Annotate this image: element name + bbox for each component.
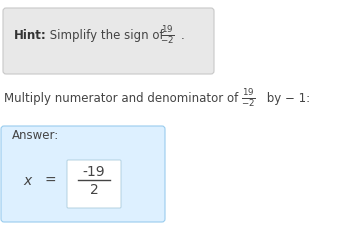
Text: $x$: $x$ xyxy=(23,173,33,187)
Text: $\frac{19}{-2}$: $\frac{19}{-2}$ xyxy=(160,24,175,46)
Text: 2: 2 xyxy=(90,182,98,196)
Text: Hint:: Hint: xyxy=(14,29,47,42)
Text: by − 1:: by − 1: xyxy=(263,92,310,105)
FancyBboxPatch shape xyxy=(67,160,121,208)
Text: $\frac{19}{-2}$: $\frac{19}{-2}$ xyxy=(241,87,256,109)
Text: -19: -19 xyxy=(83,164,105,178)
Text: =: = xyxy=(44,173,56,187)
Text: Answer:: Answer: xyxy=(12,128,59,141)
Text: .: . xyxy=(181,29,185,42)
Text: Simplify the sign of: Simplify the sign of xyxy=(46,29,168,42)
FancyBboxPatch shape xyxy=(1,126,165,222)
FancyBboxPatch shape xyxy=(3,9,214,75)
Text: Multiply numerator and denominator of: Multiply numerator and denominator of xyxy=(4,92,242,105)
